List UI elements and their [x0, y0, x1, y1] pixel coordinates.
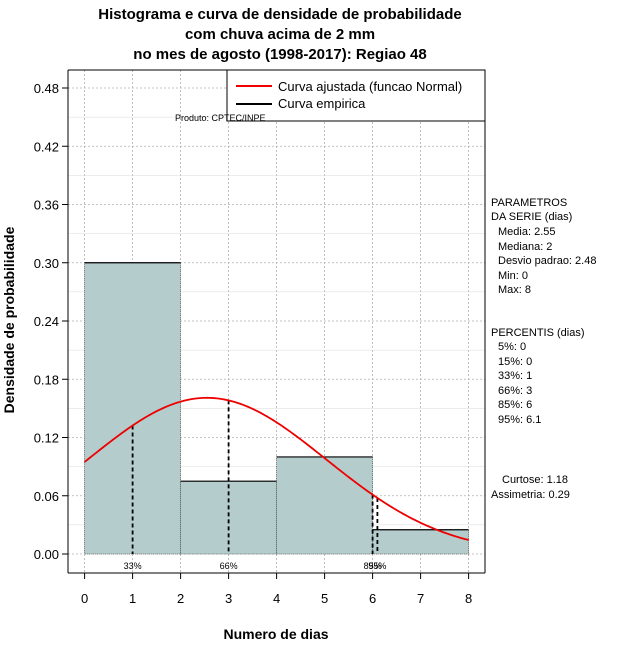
params-line-mediana: Mediana: 2 — [498, 240, 553, 253]
y-tick-label: 0.48 — [34, 81, 59, 96]
x-tick-label: 8 — [465, 591, 472, 606]
normal-curve — [84, 396, 469, 541]
percentil-15: 15%: 0 — [498, 355, 533, 368]
legend-label-empirical: Curva empirica — [278, 96, 366, 111]
percentil-95: 95%: 6.1 — [498, 413, 542, 426]
x-tick-label: 7 — [417, 591, 424, 606]
chart-title-line-3: no mes de agosto (1998-2017): Regiao 48 — [133, 46, 427, 63]
y-tick-label: 0.12 — [34, 431, 59, 446]
percentile-label-33: 33% — [124, 561, 142, 571]
histogram-bar-2 — [276, 456, 374, 555]
x-tick-label: 0 — [81, 591, 88, 606]
y-axis-label: Densidade de probabilidade — [1, 226, 17, 413]
x-tick-label: 1 — [129, 591, 136, 606]
legend: Curva ajustada (funcao Normal) Curva empi… — [226, 69, 486, 122]
params-line-min: Min: 0 — [498, 269, 528, 282]
histogram-bar-3 — [372, 529, 470, 555]
x-tick-label: 3 — [225, 591, 232, 606]
y-tick-label: 0.24 — [34, 314, 59, 329]
x-tick-label: 4 — [273, 591, 280, 606]
percentile-lines: 33% 66% 85%95% — [124, 400, 386, 571]
legend-label-normal: Curva ajustada (funcao Normal) — [278, 79, 462, 94]
chart-title-line-2: com chuva acima de 2 mm — [184, 26, 376, 43]
curtose: Curtose: 1.18 — [502, 474, 569, 486]
percentil-33: 33%: 1 — [498, 370, 533, 382]
assimetria: Assimetria: 0.29 — [491, 488, 570, 501]
x-axis-label: Numero de dias — [223, 626, 328, 642]
percentis-heading: PERCENTIS (dias) — [491, 327, 585, 339]
percentil-85: 85%: 6 — [498, 399, 533, 411]
y-tick-label: 0.00 — [34, 547, 59, 562]
x-tick-label: 5 — [321, 591, 328, 606]
y-tick-label: 0.36 — [34, 198, 59, 213]
params-line-max: Max: 8 — [498, 284, 532, 296]
legend-box — [226, 69, 486, 122]
product-label: Produto: CPTEC/INPE — [175, 113, 266, 123]
params-heading-2: DA SERIE (dias) — [491, 211, 573, 223]
y-tick-label: 0.42 — [34, 139, 59, 154]
y-tick-label: 0.18 — [34, 372, 59, 387]
percentile-label-85: 85% — [364, 561, 382, 571]
params-line-media: Media: 2.55 — [498, 226, 556, 238]
chart-title-line-1: Histograma e curva de densidade de proba… — [98, 6, 462, 23]
y-tick-label: 0.30 — [34, 256, 59, 271]
percentil-5: 5%: 0 — [498, 341, 527, 353]
percentil-66: 66%: 3 — [498, 384, 533, 397]
y-tick-label: 0.06 — [34, 489, 59, 504]
params-heading-1: PARAMETROS — [491, 197, 568, 209]
x-tick-label: 2 — [177, 591, 184, 606]
params-line-desvio: Desvio padrao: 2.48 — [498, 255, 597, 267]
normal-curve-group — [84, 396, 469, 541]
x-tick-label: 6 — [369, 591, 376, 606]
percentile-label-66: 66% — [220, 561, 238, 571]
percentile-label-95: 95% — [368, 561, 386, 571]
